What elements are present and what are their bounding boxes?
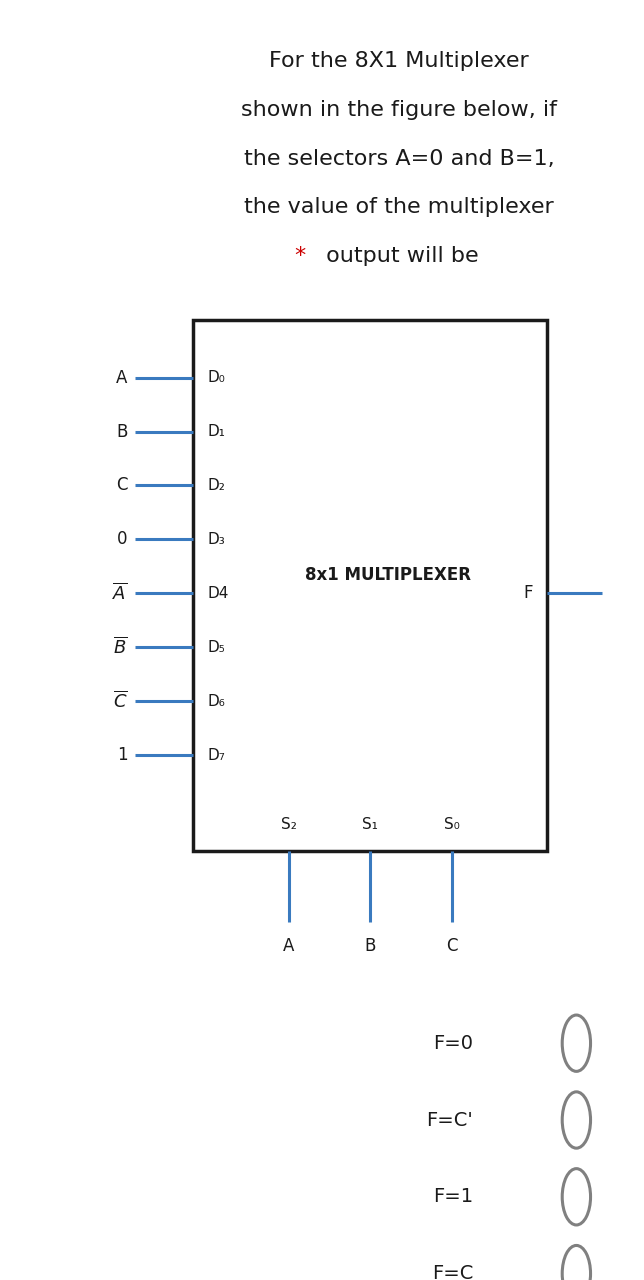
Text: $\overline{B}$: $\overline{B}$ [113,637,128,658]
Text: *: * [294,246,305,266]
Text: D₆: D₆ [207,694,225,709]
Text: D4: D4 [207,586,229,600]
Text: D₂: D₂ [207,477,225,493]
Text: D₀: D₀ [207,370,225,385]
Text: 8x1 MULTIPLEXER: 8x1 MULTIPLEXER [305,566,471,584]
Text: the selectors A=0 and B=1,: the selectors A=0 and B=1, [244,148,554,169]
Text: 1: 1 [117,746,128,764]
Text: F=C': F=C' [426,1111,473,1129]
Text: F: F [524,585,533,603]
Text: D₃: D₃ [207,532,225,547]
Text: S₂: S₂ [281,817,297,832]
Text: 0: 0 [117,530,128,548]
Text: For the 8X1 Multiplexer: For the 8X1 Multiplexer [269,51,529,72]
Text: shown in the figure below, if: shown in the figure below, if [242,100,557,120]
Text: D₅: D₅ [207,640,225,655]
Text: S₁: S₁ [363,817,378,832]
Text: D₇: D₇ [207,748,225,763]
Text: F=1: F=1 [433,1188,473,1206]
Text: C: C [116,476,128,494]
Text: F=0: F=0 [433,1034,473,1052]
Text: output will be: output will be [319,246,479,266]
FancyBboxPatch shape [193,320,547,851]
Text: D₁: D₁ [207,424,225,439]
Text: A: A [116,369,128,387]
Text: S₀: S₀ [444,817,460,832]
Text: $\overline{C}$: $\overline{C}$ [113,691,128,712]
Text: B: B [116,422,128,440]
Text: C: C [446,937,457,955]
Text: the value of the multiplexer: the value of the multiplexer [245,197,554,218]
Text: B: B [365,937,376,955]
Text: $\overline{A}$: $\overline{A}$ [112,582,128,604]
Text: F=C: F=C [432,1265,473,1280]
Text: A: A [283,937,294,955]
